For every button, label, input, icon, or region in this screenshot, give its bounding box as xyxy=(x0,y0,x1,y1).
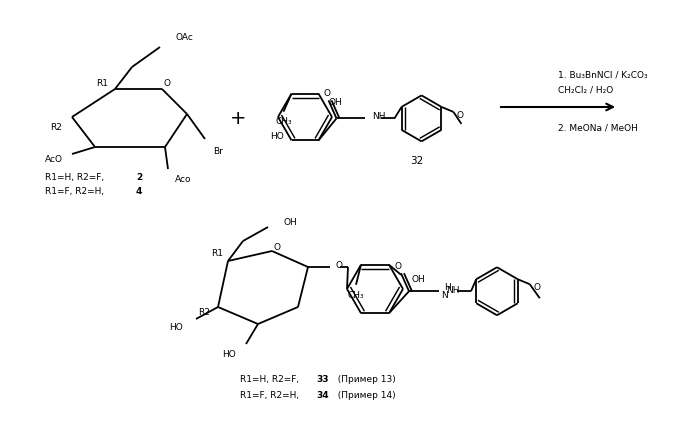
Text: R1=F, R2=H,: R1=F, R2=H, xyxy=(45,187,107,196)
Text: R1=H, R2=F,: R1=H, R2=F, xyxy=(45,173,107,182)
Text: R1: R1 xyxy=(211,249,223,258)
Text: O: O xyxy=(335,261,342,270)
Text: O: O xyxy=(534,282,541,291)
Text: 33: 33 xyxy=(316,374,328,383)
Text: (Пример 13): (Пример 13) xyxy=(332,374,396,383)
Text: 4: 4 xyxy=(136,187,142,196)
Text: R2: R2 xyxy=(198,308,210,317)
Text: 2: 2 xyxy=(136,173,142,182)
Text: OH: OH xyxy=(328,98,342,107)
Text: 2. MeONa / MeOH: 2. MeONa / MeOH xyxy=(558,123,638,132)
Text: 32: 32 xyxy=(410,156,423,166)
Text: R2: R2 xyxy=(50,123,62,132)
Text: R1: R1 xyxy=(96,78,108,87)
Text: H: H xyxy=(444,282,451,291)
Text: 1. Bu₃BnNCI / K₂CO₃: 1. Bu₃BnNCI / K₂CO₃ xyxy=(558,70,648,79)
Text: O: O xyxy=(456,111,463,120)
Text: CH₂Cl₂ / H₂O: CH₂Cl₂ / H₂O xyxy=(558,85,613,94)
Text: OH: OH xyxy=(283,218,297,227)
Text: NH: NH xyxy=(372,112,386,121)
Text: HO: HO xyxy=(169,323,183,332)
Text: R1=H, R2=F,: R1=H, R2=F, xyxy=(240,374,302,383)
Text: 34: 34 xyxy=(316,391,328,400)
Text: Aco: Aco xyxy=(175,175,192,184)
Text: Br: Br xyxy=(213,147,223,156)
Text: CH₃: CH₃ xyxy=(348,291,364,299)
Text: O: O xyxy=(164,78,171,87)
Text: NH: NH xyxy=(446,285,459,294)
Text: O: O xyxy=(274,243,281,252)
Text: O: O xyxy=(323,89,330,98)
Text: (Пример 14): (Пример 14) xyxy=(332,391,396,400)
Text: AcO: AcO xyxy=(45,155,63,164)
Text: CH₃: CH₃ xyxy=(275,117,292,126)
Text: N: N xyxy=(441,290,448,299)
Text: +: + xyxy=(230,108,246,127)
Text: HO: HO xyxy=(223,350,236,359)
Text: OAc: OAc xyxy=(175,33,193,43)
Text: OH: OH xyxy=(411,275,425,284)
Text: R1=F, R2=H,: R1=F, R2=H, xyxy=(240,391,302,400)
Text: HO: HO xyxy=(270,132,284,141)
Text: O: O xyxy=(395,261,402,270)
